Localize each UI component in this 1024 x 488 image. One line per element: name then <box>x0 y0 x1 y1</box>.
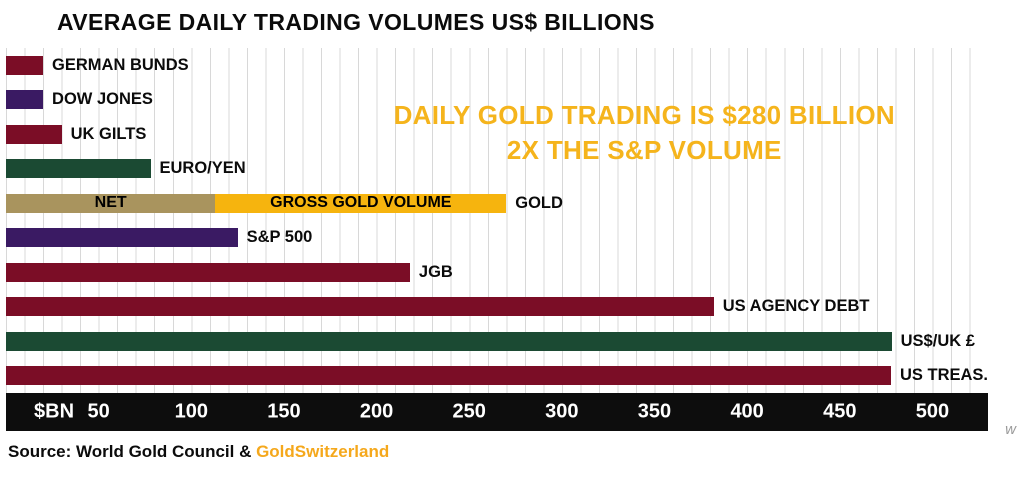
bar-segment-net: NET <box>6 193 216 213</box>
axis-tick: 500 <box>915 400 950 423</box>
bar-label: UK GILTS <box>70 124 147 143</box>
bar-row: US TREAS. <box>6 359 988 394</box>
axis-tick: 200 <box>359 400 394 423</box>
axis-tick: 100 <box>174 400 208 423</box>
bar-segment <box>6 297 714 317</box>
bar-row: EURO/YEN <box>6 152 988 187</box>
bar-segment-gross-gold-volume: GROSS GOLD VOLUME <box>215 193 507 213</box>
axis-tick: 150 <box>267 400 301 423</box>
bar-row: GERMAN BUNDS <box>6 48 988 83</box>
axis-tick: 300 <box>545 400 579 423</box>
bar-row: UK GILTS <box>6 117 988 152</box>
bar-row: JGB <box>6 255 988 290</box>
bar-segment <box>6 90 44 110</box>
bar-label: S&P 500 <box>246 228 313 247</box>
bar-label: EURO/YEN <box>159 159 246 178</box>
annotation: DAILY GOLD TRADING IS $280 BILLION 2X TH… <box>301 98 988 168</box>
bar-row: US AGENCY DEBT <box>6 290 988 325</box>
source-brand: GoldSwitzerland <box>256 442 390 461</box>
axis-tick: 350 <box>637 400 672 423</box>
bar-row: DOW JONES <box>6 83 988 118</box>
axis-tick: 450 <box>823 400 857 423</box>
bar-segment <box>6 262 410 282</box>
bar-label: DOW JONES <box>52 90 153 109</box>
chart-title: AVERAGE DAILY TRADING VOLUMES US$ BILLIO… <box>57 9 655 35</box>
bar-label: US AGENCY DEBT <box>722 297 870 316</box>
bar-label: US$/UK £ <box>900 331 975 350</box>
bar-segment <box>6 55 44 75</box>
source-line: Source: World Gold Council & GoldSwitzer… <box>8 442 1024 462</box>
axis-tick: 250 <box>452 400 486 423</box>
bar-label: GERMAN BUNDS <box>52 55 189 74</box>
bar-segment <box>6 366 891 386</box>
annotation-line2: 2X THE S&P VOLUME <box>506 135 782 166</box>
axis-tick: 50 <box>87 400 110 423</box>
watermark-text: w <box>1005 421 1016 438</box>
chart-page: AVERAGE DAILY TRADING VOLUMES US$ BILLIO… <box>0 9 1024 488</box>
bar-row: NET GROSS GOLD VOLUME GOLD <box>6 186 988 221</box>
bar-row: US$/UK £ <box>6 324 988 359</box>
axis-unit-label: $BN <box>34 400 75 423</box>
plot-area: GERMAN BUNDS DOW JONES UK GILTS EURO/YEN NET… <box>6 48 988 393</box>
bar-segment <box>6 159 151 179</box>
bar-segment <box>6 331 892 351</box>
axis-tick: 400 <box>730 400 764 423</box>
bar-label: JGB <box>418 262 453 281</box>
bar-label: GOLD <box>515 193 563 212</box>
bar-rows: GERMAN BUNDS DOW JONES UK GILTS EURO/YEN NET… <box>6 48 988 393</box>
source-text: Source: World Gold Council & <box>8 442 257 461</box>
bar-label: US TREAS. <box>899 366 988 385</box>
annotation-line1: DAILY GOLD TRADING IS $280 BILLION <box>393 100 895 130</box>
bar-row: S&P 500 <box>6 221 988 256</box>
bar-segment <box>6 124 62 144</box>
x-axis: $BN 50 100 150 200 250 300 350 400 450 500 <box>6 393 988 431</box>
bar-segment <box>6 228 238 248</box>
